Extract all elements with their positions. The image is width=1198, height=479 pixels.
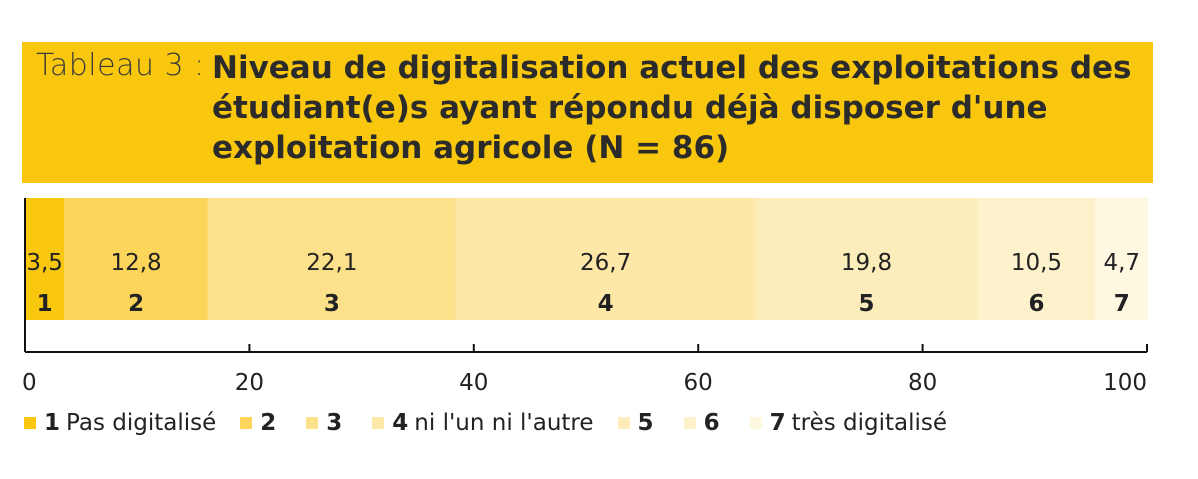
chart-title-box: Tableau 3 : Niveau de digitalisation act… [22,42,1153,183]
x-tick-label-60: 60 [684,370,713,396]
bar-segment-4 [455,198,756,320]
legend-text: ni l'un ni l'autre [414,410,594,436]
legend-swatch [306,417,319,429]
x-tick-label-20: 20 [235,370,264,396]
data-label-1: 3,5 [26,250,63,276]
legend-text: Pas digitalisé [66,410,217,436]
data-label-5: 19,8 [841,250,892,276]
category-label-3: 3 [324,291,340,317]
bar-segment-6 [977,198,1096,320]
bar-segment-7 [1095,198,1149,320]
legend-swatch [24,417,36,429]
category-label-5: 5 [858,291,874,317]
data-label-2: 12,8 [110,250,161,276]
bar-segment-1 [25,198,65,320]
chart-legend: 1 Pas digitalisé 2 3 4 ni l'un ni l'autre 5 6 7 t… [24,406,971,440]
category-label-1: 1 [37,291,53,317]
category-label-2: 2 [128,291,144,317]
legend-number: 7 [769,410,786,436]
legend-swatch [372,417,385,429]
legend-item-1: 1 Pas digitalisé [24,410,216,436]
legend-swatch [617,417,630,429]
legend-number: 3 [326,410,343,436]
legend-item-5: 5 [617,410,660,436]
x-tick-label-0: 0 [22,370,37,396]
legend-item-3: 3 [306,410,348,436]
legend-number: 2 [260,410,277,436]
legend-number: 4 [392,410,409,436]
legend-number: 6 [703,410,720,436]
data-label-3: 22,1 [306,250,357,276]
legend-item-7: 7 très digitalisé [749,410,948,436]
bar-segment-2 [64,198,208,320]
data-label-4: 26,7 [580,250,631,276]
category-label-7: 7 [1114,291,1130,317]
legend-item-4: 4 ni l'un ni l'autre [372,410,594,436]
data-label-7: 4,7 [1103,250,1140,276]
legend-item-2: 2 [240,410,282,436]
x-tick-label-100: 100 [1103,370,1147,396]
table-number-label: Tableau 3 : [36,48,205,83]
legend-swatch [240,417,253,429]
category-label-6: 6 [1028,291,1044,317]
legend-item-6: 6 [683,410,726,436]
legend-number: 5 [637,410,654,436]
bar-segment-5 [755,198,978,320]
bar-segment-3 [207,198,456,320]
category-label-4: 4 [598,291,614,317]
legend-swatch [683,417,696,429]
legend-swatch [749,417,762,429]
data-label-6: 10,5 [1011,250,1062,276]
legend-text: très digitalisé [791,410,948,436]
chart-title: Niveau de digitalisation actuel des expl… [212,50,1132,166]
x-tick-label-80: 80 [908,370,937,396]
legend-number: 1 [44,410,61,436]
x-tick-label-40: 40 [459,370,488,396]
